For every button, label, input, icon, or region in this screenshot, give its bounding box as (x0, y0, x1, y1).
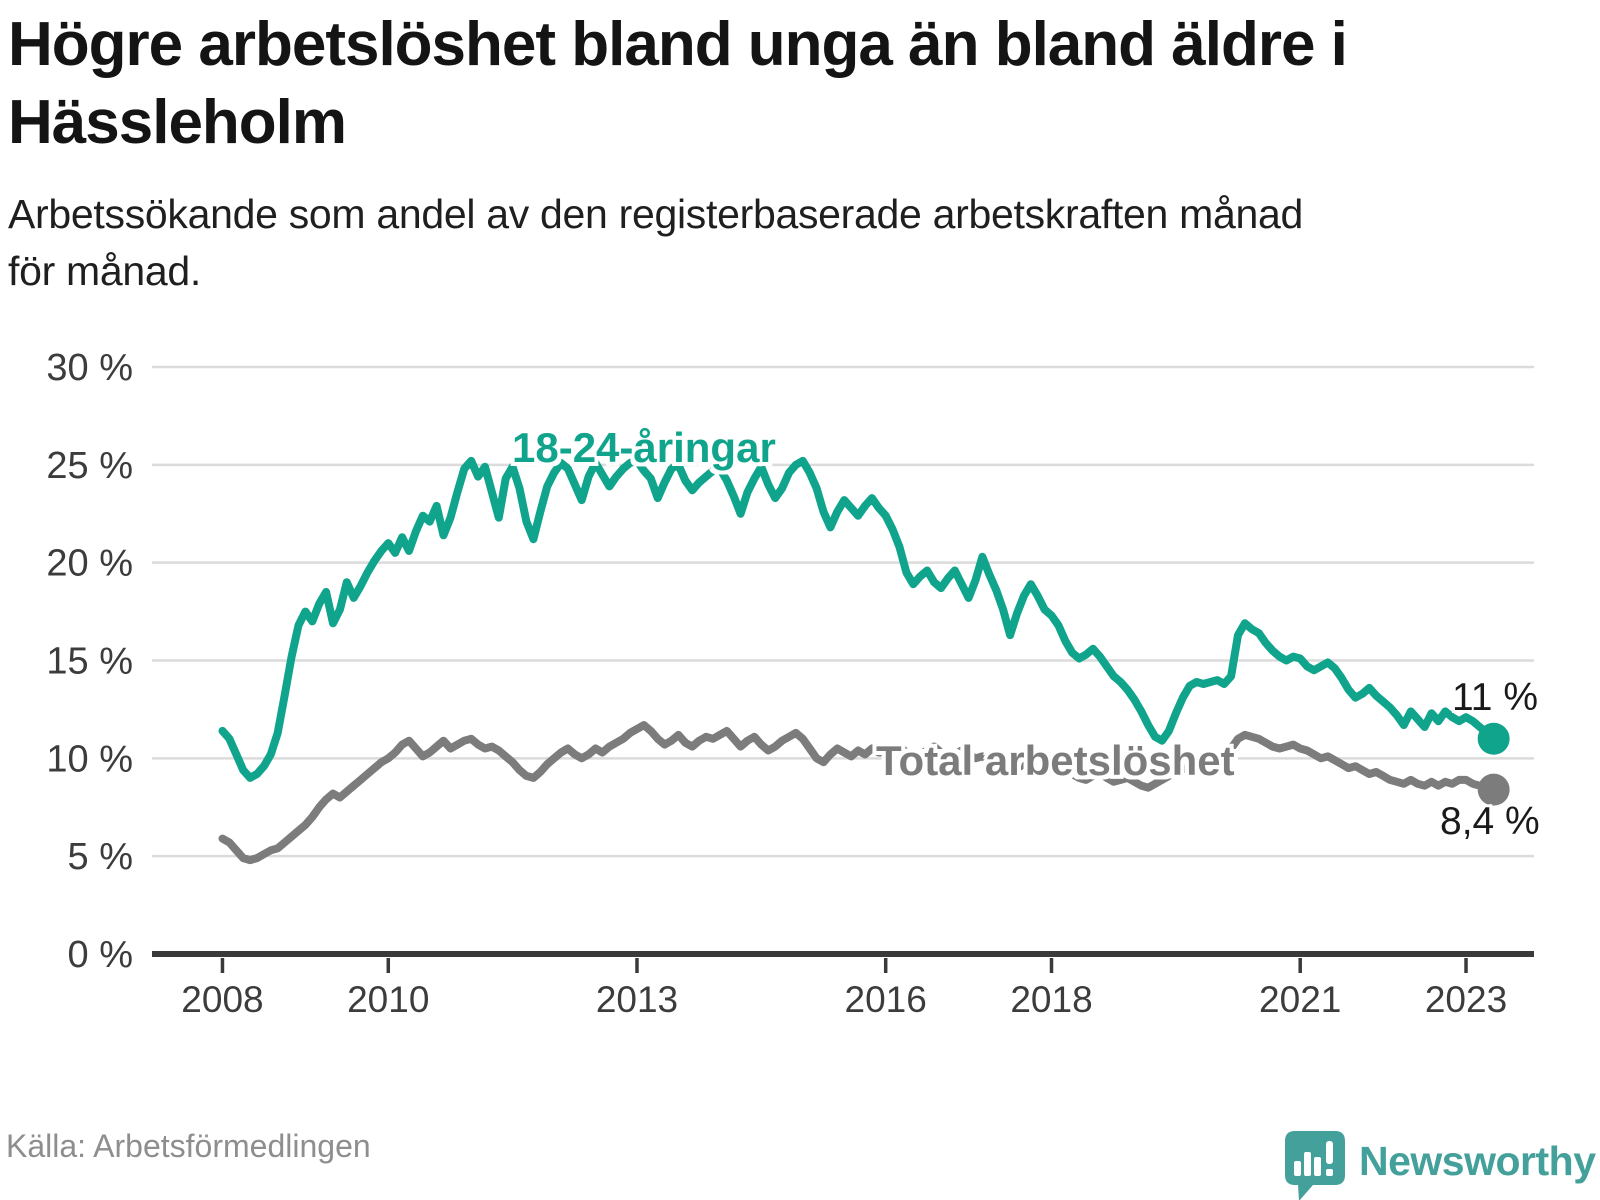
line-total (218, 721, 1498, 865)
y-axis-label: 15 % (46, 641, 133, 683)
title-line-1: Högre arbetslöshet bland unga än bland ä… (8, 10, 1348, 79)
newsworthy-logo-text: Newsworthy (1359, 1138, 1596, 1184)
end-dot-youth (1477, 722, 1510, 755)
x-axis-label: 2008 (181, 979, 263, 1020)
title-line-2: Hässleholm (8, 88, 347, 158)
x-axis-label: 2018 (1010, 979, 1092, 1020)
x-axis-label: 2021 (1259, 979, 1341, 1020)
subtitle-line-2: för månad. (8, 247, 201, 294)
chart-subtitle: Arbetssökande som andel av den registerb… (8, 186, 1568, 299)
series-label-total: Total arbetslöshet (876, 737, 1235, 784)
end-dot-total (1477, 773, 1510, 806)
y-axis-label: 0 % (68, 934, 133, 976)
newsworthy-logo: Newsworthy (1284, 1130, 1596, 1200)
x-axis-label: 2010 (347, 979, 429, 1020)
source-note: Källa: Arbetsförmedlingen (6, 1128, 371, 1164)
page-title: Högre arbetslöshet bland unga än bland ä… (8, 6, 1588, 162)
line-youth (218, 456, 1498, 782)
y-axis-label: 5 % (68, 836, 133, 878)
y-axis-label: 25 % (46, 445, 133, 487)
end-value-total: 8,4 % (1440, 800, 1540, 843)
y-axis-label: 10 % (46, 738, 133, 780)
newsworthy-logo-icon (1285, 1131, 1345, 1200)
series-label-youth: 18-24-åringar (512, 424, 776, 471)
y-axis-label: 20 % (46, 543, 133, 585)
x-axis-label: 2023 (1425, 979, 1507, 1020)
x-axis-label: 2013 (596, 979, 678, 1020)
end-value-youth: 11 % (1452, 676, 1538, 719)
x-axis-label: 2016 (845, 979, 927, 1020)
y-axis-label: 30 % (46, 347, 133, 389)
subtitle-line-1: Arbetssökande som andel av den registerb… (8, 191, 1303, 237)
